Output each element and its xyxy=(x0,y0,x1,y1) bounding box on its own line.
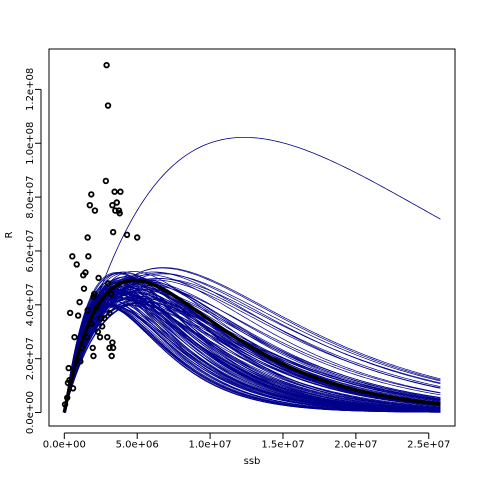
data-point xyxy=(116,210,123,217)
x-tick-label: 2.5e+07 xyxy=(407,439,450,450)
bootstrap-curve xyxy=(63,271,441,413)
y-tick-label: 6.0e+07 xyxy=(25,229,36,272)
data-point xyxy=(93,304,100,311)
data-point xyxy=(85,253,92,260)
x-tick-label: 5.0e+06 xyxy=(116,439,159,450)
data-point xyxy=(113,199,120,206)
plot-frame xyxy=(48,48,456,427)
point-layer xyxy=(61,61,141,408)
y-tick-label: 2.0e+07 xyxy=(25,337,36,380)
bootstrap-curve xyxy=(63,304,441,413)
data-point xyxy=(86,201,94,209)
data-point xyxy=(102,177,110,185)
bootstrap-curve xyxy=(63,278,441,413)
data-point xyxy=(78,344,85,352)
data-point xyxy=(109,228,117,236)
bootstrap-curve xyxy=(63,302,441,413)
data-point xyxy=(69,385,77,392)
bootstrap-curve xyxy=(63,136,441,413)
y-tick-label: 0.0e+00 xyxy=(25,391,36,434)
data-point xyxy=(61,401,69,408)
data-point xyxy=(84,234,91,241)
data-point xyxy=(91,207,99,214)
y-tick-label: 1.2e+08 xyxy=(25,68,36,111)
data-point xyxy=(95,274,102,282)
data-point xyxy=(104,280,112,287)
curve-layer xyxy=(62,136,441,413)
bootstrap-curve xyxy=(63,306,441,413)
data-point xyxy=(82,269,89,276)
data-point xyxy=(88,191,95,198)
x-tick-label: 1.5e+07 xyxy=(261,439,304,450)
data-point xyxy=(101,315,108,322)
bootstrap-curve xyxy=(63,272,441,413)
data-point xyxy=(104,333,111,341)
bootstrap-curve xyxy=(63,298,441,413)
data-point xyxy=(107,290,115,298)
bootstrap-curve xyxy=(63,287,441,413)
data-point xyxy=(109,344,117,352)
data-point xyxy=(94,328,102,335)
data-point xyxy=(76,298,83,306)
data-point xyxy=(80,285,88,292)
bootstrap-curve xyxy=(63,273,441,413)
data-point xyxy=(66,377,73,384)
data-point xyxy=(84,307,91,314)
x-axis: 0.0e+00 5.0e+06 1.0e+07 1.5e+07 2.0e+07 2.5e+… xyxy=(43,432,450,450)
data-point xyxy=(77,358,84,365)
bootstrap-curve xyxy=(63,282,441,413)
y-axis-title: R xyxy=(4,231,15,238)
data-point xyxy=(88,320,95,327)
data-point xyxy=(106,309,113,317)
data-point xyxy=(71,333,78,341)
data-point xyxy=(90,352,97,360)
y-tick-label: 1.0e+08 xyxy=(25,122,36,165)
data-point xyxy=(90,290,98,298)
data-point xyxy=(83,333,91,341)
y-tick-label: 8.0e+07 xyxy=(25,176,36,219)
data-point xyxy=(89,344,96,352)
data-point xyxy=(64,394,71,401)
data-point xyxy=(103,61,110,69)
y-tick-label: 4.0e+07 xyxy=(25,283,36,326)
data-point xyxy=(97,315,104,322)
data-point xyxy=(73,261,80,268)
bootstrap-curve xyxy=(63,303,441,413)
x-tick-label: 1.0e+07 xyxy=(189,439,232,450)
data-point xyxy=(66,309,74,317)
bootstrap-curve xyxy=(63,289,441,413)
data-point xyxy=(123,231,131,239)
data-point xyxy=(99,323,106,330)
x-tick-label: 0.0e+00 xyxy=(43,439,86,450)
bootstrap-curve xyxy=(63,276,441,413)
bootstrap-curve xyxy=(63,298,441,413)
x-axis-title: ssb xyxy=(244,456,261,467)
bootstrap-curve xyxy=(63,277,441,413)
data-point xyxy=(65,364,72,372)
x-tick-label: 2.0e+07 xyxy=(334,439,377,450)
bootstrap-curve xyxy=(63,280,441,413)
y-axis: 0.0e+00 2.0e+07 4.0e+07 6.0e+07 8.0e+07 1.0e+… xyxy=(25,68,42,434)
data-point xyxy=(117,188,124,195)
bootstrap-curve xyxy=(63,272,441,413)
data-point xyxy=(112,207,119,214)
data-point xyxy=(69,253,76,260)
bootstrap-curve xyxy=(63,292,441,413)
data-point xyxy=(96,333,104,341)
bootstrap-curve xyxy=(63,286,441,413)
fitted-curve xyxy=(62,278,441,413)
data-point xyxy=(104,102,112,109)
data-point xyxy=(108,352,115,360)
data-point xyxy=(133,234,141,241)
data-point xyxy=(106,344,113,352)
data-point xyxy=(74,312,82,319)
data-point xyxy=(109,201,116,209)
data-point xyxy=(111,188,118,195)
